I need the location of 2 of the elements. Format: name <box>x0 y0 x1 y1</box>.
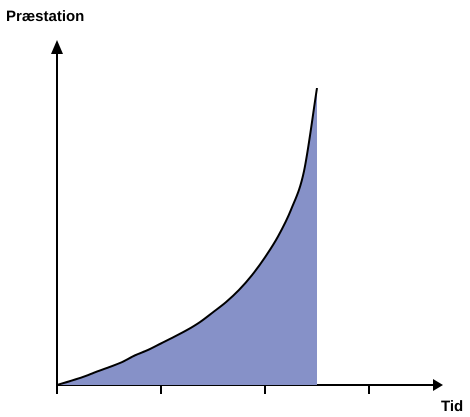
x-axis-title: Tid <box>441 398 464 415</box>
y-axis-title: Præstation <box>6 8 84 25</box>
